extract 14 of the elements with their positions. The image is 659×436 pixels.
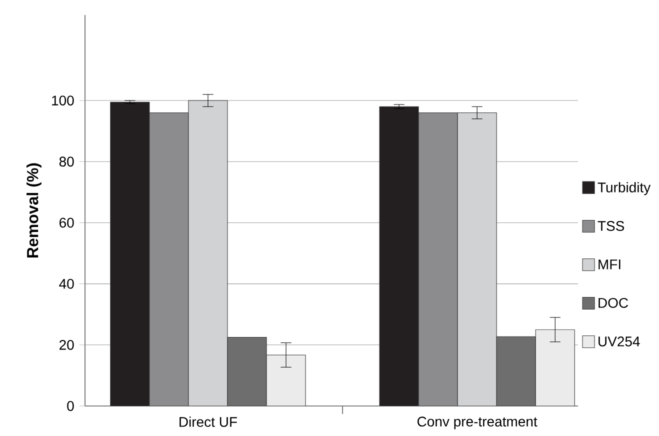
legend-label: DOC xyxy=(598,298,628,308)
y-axis-title: Removal (%) xyxy=(26,163,42,258)
y-tick-label: 80 xyxy=(59,156,74,167)
legend-label: MFI xyxy=(598,260,620,270)
y-tick-label: 20 xyxy=(60,340,74,350)
x-tick-label: Direct UF xyxy=(180,416,237,427)
y-tick-label: 60 xyxy=(60,218,74,228)
y-tick-label: 0 xyxy=(67,401,74,411)
legend-label: UV254 xyxy=(598,336,640,346)
y-tick-label: 100 xyxy=(52,96,74,106)
x-tick-label: Conv pre-treatment xyxy=(418,416,538,430)
legend-label: TSS xyxy=(598,221,624,231)
y-tick-label: 40 xyxy=(59,278,74,289)
legend-label: Turbidity xyxy=(598,182,651,196)
